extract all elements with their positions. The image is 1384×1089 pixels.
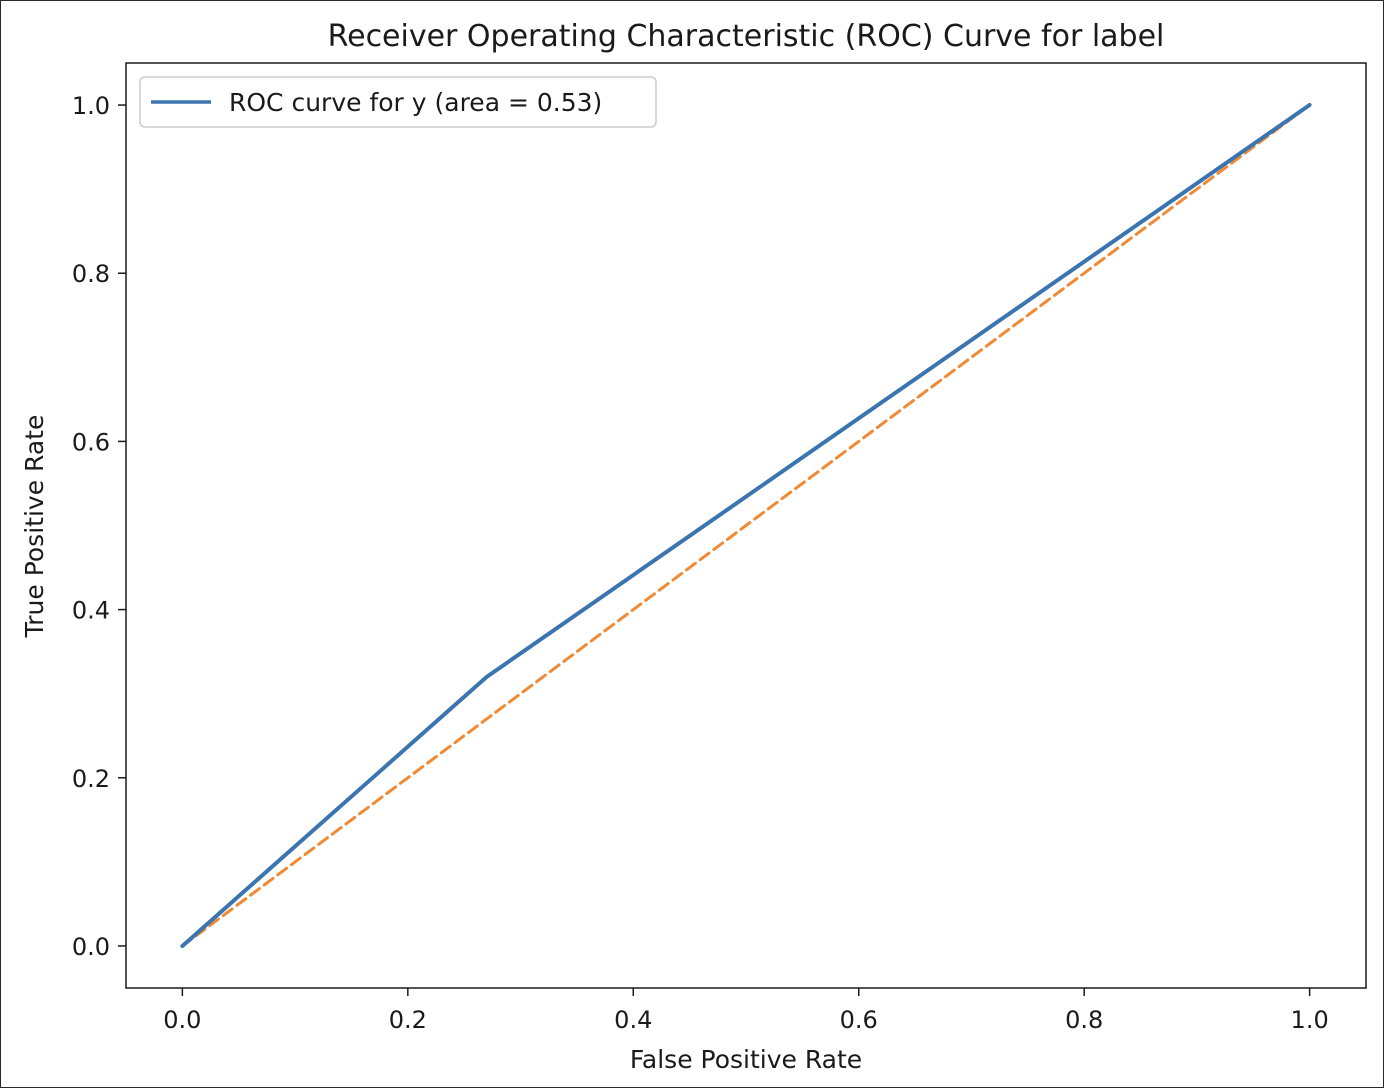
y-tick-label: 0.2 (72, 765, 110, 793)
series-layer (180, 103, 1312, 948)
x-tick-label: 0.0 (163, 1006, 201, 1034)
y-axis-ticks: 0.0 0.2 0.4 0.6 0.8 1.0 (72, 92, 126, 961)
x-axis-ticks: 0.0 0.2 0.4 0.6 0.8 1.0 (163, 988, 1329, 1034)
legend-label-roc: ROC curve for y (area = 0.53) (229, 88, 602, 117)
y-tick-label: 0.6 (72, 428, 110, 456)
y-tick-label: 0.4 (72, 597, 110, 625)
y-axis-label: True Positive Rate (20, 415, 49, 639)
legend-box (139, 76, 657, 128)
x-tick-label: 1.0 (1291, 1006, 1329, 1034)
x-tick-label: 0.2 (389, 1006, 427, 1034)
x-tick-label: 0.8 (1065, 1006, 1103, 1034)
chance-diagonal-line (180, 103, 1312, 948)
x-tick-label: 0.4 (614, 1006, 652, 1034)
x-tick-label: 0.6 (840, 1006, 878, 1034)
y-tick-label: 1.0 (72, 92, 110, 120)
roc-curve-line (180, 103, 1312, 948)
y-tick-label: 0.0 (72, 933, 110, 961)
y-tick-label: 0.8 (72, 260, 110, 288)
x-axis-label: False Positive Rate (630, 1045, 862, 1074)
chart-title: Receiver Operating Characteristic (ROC) … (328, 19, 1165, 54)
legend: ROC curve for y (area = 0.53) (139, 76, 657, 128)
plot-area (125, 62, 1367, 989)
